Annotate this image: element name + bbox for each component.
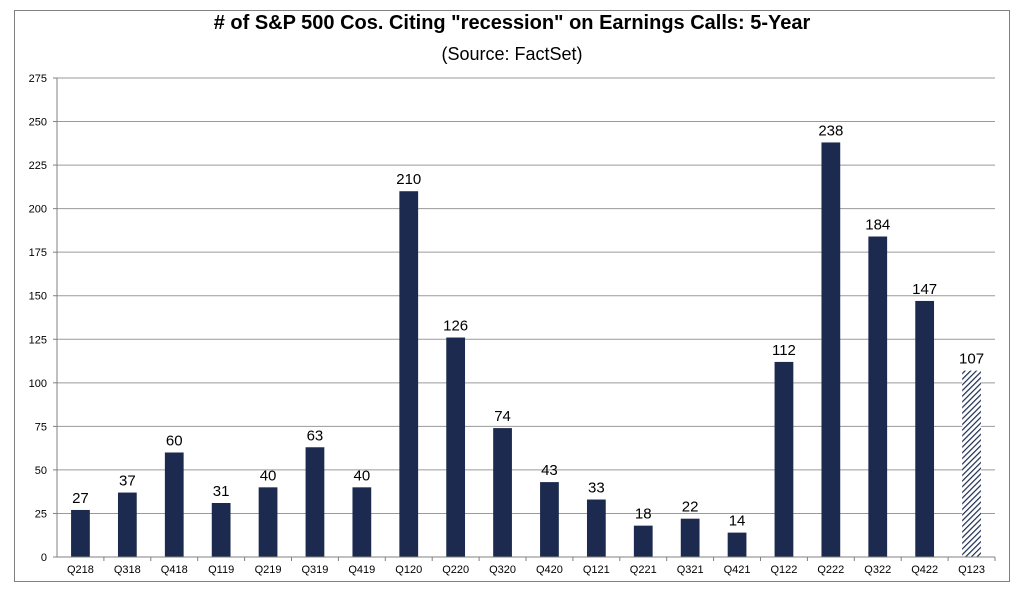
x-tick-label: Q319 [301,564,328,576]
y-tick-label: 200 [29,204,47,216]
y-tick-label: 150 [29,291,47,303]
y-tick-label: 175 [29,247,47,259]
data-label: 210 [396,171,421,188]
x-axis: Q218 Q318 Q418 Q119 Q219 Q319 Q419 Q120 Q220 Q320… [57,556,996,576]
x-tick-label: Q418 [161,564,188,576]
bar-q219 [258,487,278,557]
bar-q318 [117,492,137,557]
x-tick-label: Q322 [864,564,891,576]
x-tick-label: Q221 [630,564,657,576]
bar-q321 [680,518,700,557]
x-tick-label: Q421 [724,564,751,576]
data-label: 126 [443,318,468,335]
y-tick-label: 0 [41,552,47,564]
bar-q319 [305,447,325,557]
data-label: 60 [166,432,183,449]
x-tick-label: Q122 [770,564,797,576]
bar-q418 [164,452,184,557]
bar-q122 [774,361,794,557]
x-tick-label: Q121 [583,564,610,576]
y-tick-label: 250 [29,117,47,129]
data-label: 27 [72,490,89,507]
data-label: 18 [635,506,652,523]
data-label: 31 [213,483,230,500]
x-tick-label: Q222 [817,564,844,576]
data-label: 238 [818,122,843,139]
data-label: 112 [772,342,796,359]
x-tick-label: Q120 [395,564,422,576]
y-tick-label: 225 [29,160,47,172]
bar-q322 [868,236,888,558]
y-tick-label: 75 [35,421,47,433]
chart-title: # of S&P 500 Cos. Citing "recession" on … [213,12,811,34]
x-tick-label: Q320 [489,564,516,576]
x-tick-label: Q220 [442,564,469,576]
bar-q320 [493,428,512,557]
x-tick-label: Q321 [677,564,704,576]
chart-subtitle: (Source: FactSet) [441,44,583,64]
bar-q119 [211,503,231,557]
data-label: 37 [119,473,136,490]
data-label: 22 [682,499,699,516]
data-label: 14 [729,513,746,530]
x-tick-label: Q123 [958,564,985,576]
y-tick-label: 100 [29,378,47,390]
bar-q218 [71,509,90,557]
y-tick-label: 275 [29,73,47,85]
data-label: 107 [959,351,984,368]
x-tick-label: Q219 [255,564,282,576]
bar-q421 [727,532,747,557]
y-axis: 0 25 50 75 100 125 150 175 200 225 250 275 [29,73,58,564]
data-label: 147 [912,281,937,298]
gridlines [57,77,995,514]
x-tick-label: Q420 [536,564,563,576]
bar-q422 [915,300,935,557]
bar-q221 [633,525,653,557]
y-tick-label: 25 [35,508,47,520]
data-label: 74 [494,408,511,425]
bar-q420 [540,482,559,557]
data-label: 33 [588,480,605,497]
bar-q123 [962,370,981,557]
data-label: 184 [865,217,890,234]
data-label: 63 [307,427,324,444]
y-tick-label: 125 [29,334,47,346]
data-label: 43 [541,462,558,479]
x-tick-label: Q422 [911,564,938,576]
y-tick-label: 50 [35,465,47,477]
data-label: 40 [260,467,277,484]
x-tick-label: Q119 [208,564,234,576]
bar-q419 [352,487,372,557]
data-label: 40 [354,467,371,484]
bar-q222 [821,142,841,557]
x-tick-label: Q419 [348,564,375,576]
bars: 27 37 60 31 40 63 40 210 126 74 43 33 18 22 14 112 238 18… [71,122,984,558]
bar-q220 [446,337,466,557]
x-tick-label: Q318 [114,564,141,576]
x-tick-label: Q218 [67,564,94,576]
bar-q121 [586,499,606,557]
bar-q120 [399,191,419,557]
